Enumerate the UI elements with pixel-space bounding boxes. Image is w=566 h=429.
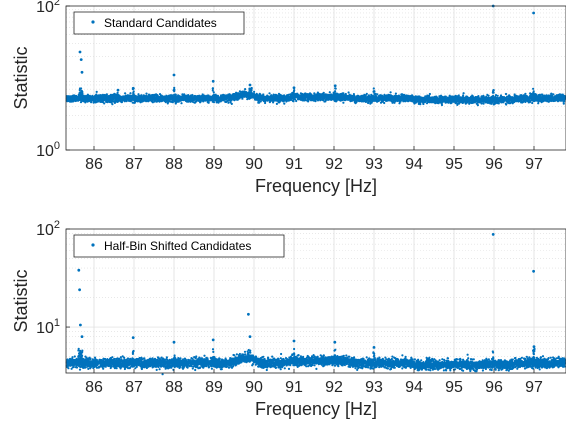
data-point <box>389 91 392 94</box>
data-point <box>422 102 425 106</box>
data-point <box>103 102 106 105</box>
data-point <box>230 102 233 105</box>
data-point <box>462 92 465 95</box>
data-point <box>214 93 217 96</box>
data-point <box>239 90 243 93</box>
data-point <box>428 92 431 96</box>
data-point <box>505 103 508 106</box>
data-point <box>258 101 261 104</box>
data-point <box>95 90 98 93</box>
data-point <box>440 103 444 107</box>
data-point <box>114 100 117 103</box>
data-point <box>174 93 177 96</box>
data-point <box>171 101 174 104</box>
data-point <box>259 100 262 103</box>
data-point <box>227 101 230 104</box>
data-point <box>394 92 397 95</box>
data-point <box>524 92 527 95</box>
data-point <box>496 94 499 97</box>
data-point <box>365 92 368 95</box>
data-point <box>482 102 485 105</box>
data-point <box>125 100 128 103</box>
data-point <box>531 101 534 105</box>
data-point <box>207 101 210 104</box>
data-point <box>275 102 278 105</box>
data-point <box>457 94 460 97</box>
data-point <box>111 103 114 106</box>
data-point <box>145 92 148 95</box>
data-point <box>268 92 271 95</box>
data-point <box>487 94 490 97</box>
data-point <box>295 99 298 103</box>
data-point <box>504 92 508 96</box>
data-point <box>383 101 386 105</box>
top-panel: 86 87 88 89 90 91 92 93 94 95 96 97100102Frequency … <box>11 0 566 196</box>
data-point <box>444 95 447 98</box>
data-point <box>342 101 345 104</box>
data-point <box>283 102 286 105</box>
data-point <box>497 102 500 105</box>
data-point <box>105 93 108 96</box>
data-point <box>376 93 379 96</box>
series-points <box>65 4 566 107</box>
data-point <box>133 101 136 104</box>
data-point <box>180 102 183 105</box>
data-point <box>253 90 256 93</box>
data-point <box>313 92 316 95</box>
data-point <box>151 101 154 104</box>
data-point <box>347 91 350 94</box>
data-point <box>244 88 247 91</box>
data-point <box>212 101 216 104</box>
data-point <box>191 94 194 97</box>
data-point <box>129 92 132 95</box>
data-point <box>328 91 331 94</box>
data-point <box>476 104 479 107</box>
data-point <box>462 94 465 97</box>
data-point <box>124 92 127 95</box>
data-point <box>216 94 220 97</box>
data-point <box>140 94 143 97</box>
